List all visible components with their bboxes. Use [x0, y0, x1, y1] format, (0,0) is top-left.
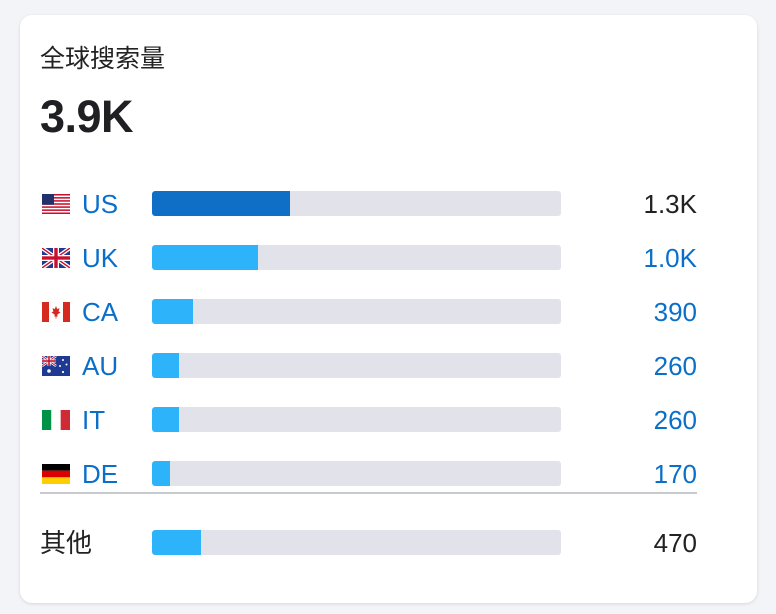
volume-bar-us	[152, 191, 561, 216]
volume-value-de[interactable]: 170	[653, 459, 697, 489]
country-link-uk[interactable]: UK	[82, 243, 119, 273]
volume-value-ca[interactable]: 390	[653, 297, 697, 327]
de-flag-icon	[42, 464, 70, 484]
divider	[40, 492, 697, 494]
total-volume: 3.9K	[40, 91, 134, 142]
card-title: 全球搜索量	[40, 45, 166, 73]
volume-bar-uk	[152, 245, 561, 270]
volume-bar-fill-uk	[152, 245, 258, 270]
volume-bar-fill-au	[152, 353, 180, 378]
volume-value-us: 1.3K	[643, 189, 698, 219]
volume-bar-de	[152, 461, 561, 486]
country-row-de: DE 170	[40, 454, 697, 494]
volume-bar-fill-it	[152, 407, 180, 432]
country-link-ca[interactable]: CA	[82, 297, 119, 327]
volume-bar-fill-other	[152, 530, 202, 555]
country-row-uk: UK 1.0K	[40, 238, 697, 278]
country-link-us[interactable]: US	[82, 189, 119, 219]
volume-bar-fill-ca	[152, 299, 193, 324]
volume-bar-fill-us	[152, 191, 290, 216]
volume-value-au[interactable]: 260	[653, 351, 697, 381]
country-row-it: IT 260	[40, 400, 697, 440]
volume-value-other: 470	[653, 528, 697, 558]
volume-value-it[interactable]: 260	[653, 405, 697, 435]
country-row-us: US 1.3K	[40, 184, 697, 224]
country-link-de[interactable]: DE	[82, 459, 119, 489]
other-label: 其他	[40, 528, 93, 558]
other-row: 其他 470	[40, 523, 697, 563]
us-flag-icon	[42, 194, 70, 214]
volume-bar-other	[152, 530, 561, 555]
volume-bar-it	[152, 407, 561, 432]
country-link-it[interactable]: IT	[82, 405, 106, 435]
uk-flag-icon	[42, 248, 70, 268]
country-row-au: AU 260	[40, 346, 697, 386]
volume-bar-au	[152, 353, 561, 378]
volume-value-uk[interactable]: 1.0K	[643, 243, 698, 273]
volume-bar-fill-de	[152, 461, 170, 486]
it-flag-icon	[42, 410, 70, 430]
volume-bar-ca	[152, 299, 561, 324]
au-flag-icon	[42, 356, 70, 376]
country-link-au[interactable]: AU	[82, 351, 119, 381]
ca-flag-icon	[42, 302, 70, 322]
country-row-ca: CA 390	[40, 292, 697, 332]
